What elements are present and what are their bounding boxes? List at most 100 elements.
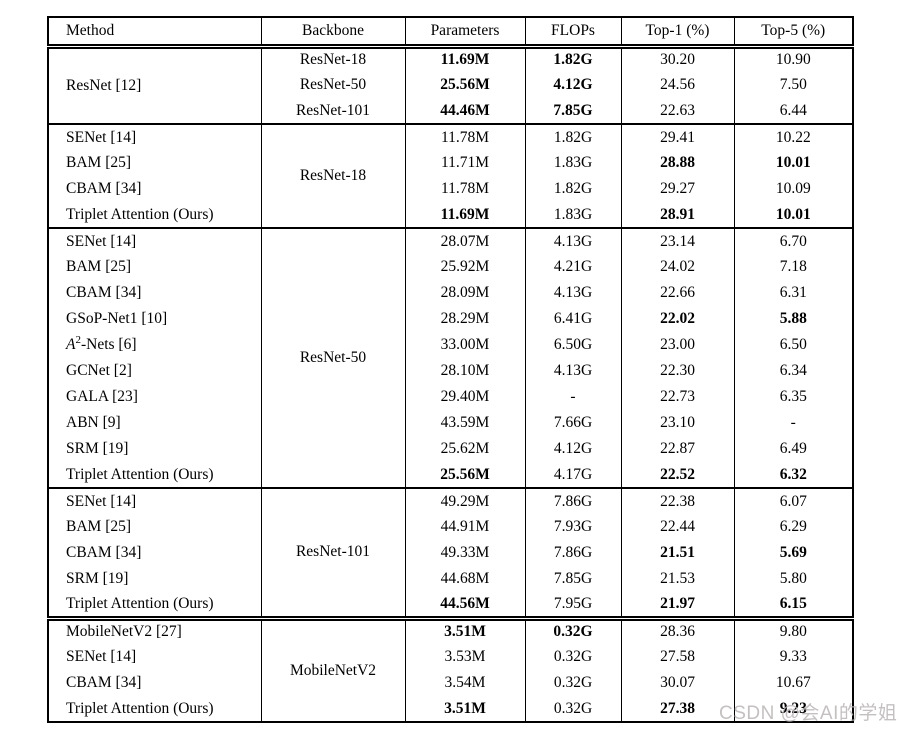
table-row: CBAM [34] 28.09M 4.13G 22.66 6.31 bbox=[48, 280, 853, 306]
cell-top5: 5.88 bbox=[733, 306, 853, 332]
cell-parameters: 3.54M bbox=[404, 670, 525, 696]
cell-top5: 9.80 bbox=[733, 615, 853, 644]
cell-method: BAM [25] bbox=[66, 154, 132, 171]
table-row: ResNet-101 44.46M 7.85G 22.63 6.44 bbox=[48, 98, 853, 124]
cell-top5: - bbox=[733, 410, 853, 436]
cell-method: A2-Nets [6] bbox=[66, 333, 137, 353]
cell-method: SENet [14] bbox=[48, 123, 261, 150]
cell-top1: 22.38 bbox=[620, 487, 734, 514]
cell-top5: 7.50 bbox=[733, 72, 853, 98]
table-row: SENet [14] ResNet-50 28.07M 4.13G 23.14 6.70 bbox=[48, 227, 853, 488]
results-table: Method Backbone Parameters FLOPs Top-1 (%) To… bbox=[47, 16, 854, 723]
cell-top1: 30.07 bbox=[620, 670, 734, 696]
cell-top1: 24.02 bbox=[620, 254, 734, 280]
cell-top5: 6.35 bbox=[733, 384, 853, 410]
cell-method: CBAM [34] bbox=[66, 674, 142, 691]
column-header-flops: FLOPs bbox=[524, 17, 621, 49]
cell-top5: 9.23 bbox=[733, 696, 853, 722]
table-row: CBAM [34] 11.78M 1.82G 29.27 10.09 bbox=[48, 176, 853, 202]
cell-method: CBAM [34] bbox=[66, 284, 142, 301]
cell-top5: 10.90 bbox=[733, 46, 853, 72]
table-row: SENet [14] ResNet-18 11.78M 1.82G 29.41 10.22 bbox=[48, 123, 853, 228]
cell-top1: 23.10 bbox=[620, 410, 734, 436]
cell-top5: 6.32 bbox=[733, 462, 853, 488]
column-header-backbone: Backbone bbox=[260, 17, 405, 49]
cell-flops: 7.86G bbox=[524, 487, 621, 514]
cell-backbone: ResNet-101 bbox=[260, 98, 405, 124]
cell-top1: 22.66 bbox=[620, 280, 734, 306]
cell-flops: 1.82G bbox=[524, 46, 621, 72]
cell-method: Triplet Attention (Ours) bbox=[66, 465, 214, 483]
cell-flops: 4.13G bbox=[524, 358, 621, 384]
table-row: BAM [25] 44.91M 7.93G 22.44 6.29 bbox=[48, 514, 853, 540]
cell-method: BAM [25] bbox=[66, 518, 132, 535]
cell-method: SENet [14] bbox=[66, 648, 137, 665]
table-row: ABN [9] 43.59M 7.66G 23.10- bbox=[48, 410, 853, 436]
cell-parameters: 29.40M bbox=[404, 384, 525, 410]
cell-flops: 7.85G bbox=[524, 566, 621, 592]
cell-parameters: 25.92M bbox=[404, 254, 525, 280]
cell-top5: 7.18 bbox=[733, 254, 853, 280]
cell-parameters: 44.68M bbox=[404, 566, 525, 592]
cell-top5: 6.44 bbox=[733, 98, 853, 124]
cell-top5: 10.09 bbox=[733, 176, 853, 202]
cell-parameters: 49.29M bbox=[404, 487, 525, 514]
cell-method: ABN [9] bbox=[66, 414, 121, 431]
cell-top1: 23.00 bbox=[620, 332, 734, 358]
cell-parameters: 33.00M bbox=[404, 332, 525, 358]
cell-top5: 10.01 bbox=[733, 202, 853, 228]
cell-parameters: 25.62M bbox=[404, 436, 525, 462]
cell-top1: 28.88 bbox=[620, 150, 734, 176]
table-row: Triplet Attention (Ours) 11.69M 1.83G 28.91… bbox=[48, 202, 853, 228]
cell-top1: 28.36 bbox=[620, 615, 734, 644]
cell-backbone: ResNet-18 bbox=[260, 123, 405, 228]
cell-top5: 10.01 bbox=[733, 150, 853, 176]
cell-parameters: 3.51M bbox=[404, 615, 525, 644]
column-header-method: Method bbox=[48, 17, 261, 49]
cell-top5: 10.22 bbox=[733, 123, 853, 150]
table-row: SENet [14] 3.53M 0.32G 27.58 9.33 bbox=[48, 644, 853, 670]
cell-parameters: 11.71M bbox=[404, 150, 525, 176]
cell-top1: 22.63 bbox=[620, 98, 734, 124]
table-row: Triplet Attention (Ours) 25.56M 4.17G 22.52… bbox=[48, 462, 853, 488]
cell-method: GALA [23] bbox=[66, 388, 138, 405]
cell-backbone: ResNet-50 bbox=[260, 227, 405, 488]
cell-parameters: 44.56M bbox=[404, 592, 525, 618]
cell-top1: 21.53 bbox=[620, 566, 734, 592]
results-table-container: Method Backbone Parameters FLOPs Top-1 (%) To… bbox=[47, 16, 854, 723]
cell-flops: 0.32G bbox=[524, 670, 621, 696]
table-row: CBAM [34] 49.33M 7.86G 21.51 5.69 bbox=[48, 540, 853, 566]
cell-flops: 1.82G bbox=[524, 176, 621, 202]
cell-method: CBAM [34] bbox=[66, 180, 142, 197]
cell-flops: 7.85G bbox=[524, 98, 621, 124]
cell-top1: 21.51 bbox=[620, 540, 734, 566]
column-header-top-1: Top-1 (%) bbox=[620, 17, 734, 49]
cell-flops: 7.66G bbox=[524, 410, 621, 436]
cell-method: GCNet [2] bbox=[66, 362, 132, 379]
cell-top1: 22.02 bbox=[620, 306, 734, 332]
cell-method: BAM [25] bbox=[66, 258, 132, 275]
cell-flops: 6.50G bbox=[524, 332, 621, 358]
cell-top1: 22.73 bbox=[620, 384, 734, 410]
header-row: Method Backbone Parameters FLOPs Top-1 (%) To… bbox=[48, 17, 853, 49]
cell-flops: - bbox=[524, 384, 621, 410]
cell-flops: 7.93G bbox=[524, 514, 621, 540]
cell-flops: 7.86G bbox=[524, 540, 621, 566]
cell-flops: 6.41G bbox=[524, 306, 621, 332]
cell-parameters: 3.53M bbox=[404, 644, 525, 670]
cell-flops: 4.13G bbox=[524, 227, 621, 254]
cell-top1: 27.38 bbox=[620, 696, 734, 722]
cell-top5: 6.34 bbox=[733, 358, 853, 384]
cell-parameters: 44.46M bbox=[404, 98, 525, 124]
table-row: BAM [25] 25.92M 4.21G 24.02 7.18 bbox=[48, 254, 853, 280]
cell-flops: 4.21G bbox=[524, 254, 621, 280]
cell-parameters: 11.78M bbox=[404, 176, 525, 202]
cell-backbone: ResNet-50 bbox=[260, 72, 405, 98]
cell-flops: 1.83G bbox=[524, 150, 621, 176]
cell-top1: 27.58 bbox=[620, 644, 734, 670]
cell-top1: 29.27 bbox=[620, 176, 734, 202]
table-row: A2-Nets [6] 33.00M 6.50G 23.00 6.50 bbox=[48, 332, 853, 358]
cell-method: ResNet [12] bbox=[66, 76, 142, 94]
cell-flops: 4.17G bbox=[524, 462, 621, 488]
cell-top1: 30.20 bbox=[620, 46, 734, 72]
